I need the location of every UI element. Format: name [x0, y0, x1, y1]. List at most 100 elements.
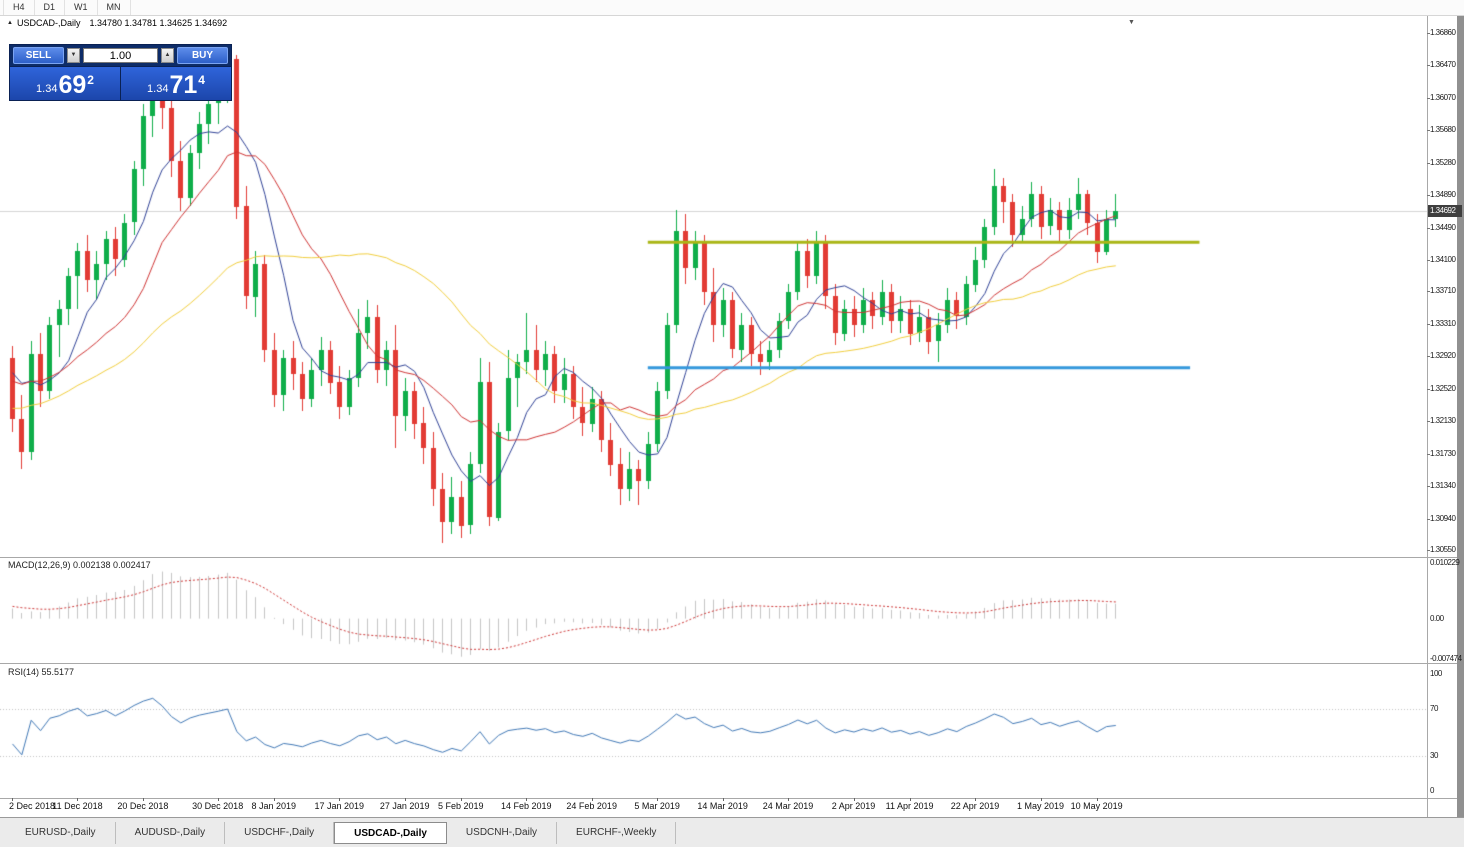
- trade-panel-controls: SELL ▼ 1.00 ▲ BUY: [10, 45, 231, 66]
- window-right-edge: [1457, 16, 1464, 847]
- panel-resize-separator[interactable]: [0, 663, 1457, 664]
- price-axis-label: 1.32520: [1430, 384, 1456, 394]
- panel-collapse-icon[interactable]: ▲: [7, 20, 13, 26]
- time-axis-label: 27 Jan 2019: [379, 801, 430, 811]
- price-axis-tick: [1427, 260, 1430, 261]
- price-axis-tick: [1427, 421, 1430, 422]
- rsi-axis-label: 70: [1430, 704, 1438, 714]
- rsi-axis-label: 100: [1430, 669, 1442, 678]
- price-axis-label: 1.33710: [1430, 286, 1456, 296]
- price-axis-tick: [1427, 65, 1430, 66]
- timeframe-button-mn[interactable]: MN: [98, 0, 131, 15]
- time-axis-label: 2 Dec 2018: [8, 801, 56, 811]
- time-axis-label: 8 Jan 2019: [251, 801, 297, 811]
- macd-axis-label: 0.010229: [1430, 558, 1460, 568]
- chart-header: ▲ USDCAD-,Daily 1.34780 1.34781 1.34625 …: [0, 16, 1420, 30]
- time-axis-tick: [274, 798, 275, 801]
- time-axis-tick: [854, 798, 855, 801]
- price-axis-tick: [1427, 486, 1430, 487]
- time-axis-tick: [461, 798, 462, 801]
- price-axis-label: 1.32920: [1430, 351, 1456, 361]
- sell-price-prefix: 1.34: [36, 83, 58, 95]
- time-axis-label: 24 Mar 2019: [762, 801, 814, 811]
- price-axis-label: 1.36470: [1430, 60, 1456, 70]
- chart-dropdown-icon[interactable]: ▼: [1128, 19, 1135, 26]
- macd-axis-label: 0.00: [1430, 613, 1444, 623]
- time-axis-tick: [339, 798, 340, 801]
- time-axis-tick: [975, 798, 976, 801]
- timeframe-toolbar: H4 D1 W1 MN: [0, 0, 1464, 16]
- time-axis-tick: [1041, 798, 1042, 801]
- chart-tab-usdcad[interactable]: USDCAD-,Daily: [334, 822, 447, 844]
- chart-tab-bar: EURUSD-,Daily AUDUSD-,Daily USDCHF-,Daily U…: [0, 817, 1464, 847]
- chart-ohlc-values: 1.34780 1.34781 1.34625 1.34692: [89, 18, 228, 28]
- price-axis-tick: [1427, 33, 1430, 34]
- time-axis-label: 11 Dec 2018: [52, 801, 103, 811]
- chart-tab-eurusd[interactable]: EURUSD-,Daily: [6, 822, 116, 844]
- time-axis-tick: [405, 798, 406, 801]
- time-axis-label: 30 Dec 2018: [192, 801, 244, 811]
- chart-title: USDCAD-,Daily: [16, 18, 81, 28]
- time-axis-tick: [12, 798, 13, 801]
- time-axis-label: 2 Apr 2019: [831, 801, 876, 811]
- time-axis-label: 14 Feb 2019: [500, 801, 552, 811]
- timeframe-button-w1[interactable]: W1: [65, 0, 98, 15]
- buy-price-big-digits: 71: [169, 71, 198, 100]
- time-axis-separator: [0, 798, 1457, 799]
- trade-panel-prices: 1.34 69 2 1.34 71 4: [10, 66, 231, 100]
- time-axis-label: 14 Mar 2019: [697, 801, 748, 811]
- volume-decrease-button[interactable]: ▼: [67, 48, 80, 63]
- chart-tab-usdchf[interactable]: USDCHF-,Daily: [225, 822, 335, 844]
- price-axis-label: 1.33310: [1430, 319, 1456, 329]
- price-axis-label: 1.30940: [1430, 513, 1456, 523]
- timeframe-button-d1[interactable]: D1: [35, 0, 66, 15]
- price-axis-label: 1.34490: [1430, 222, 1456, 232]
- time-axis-tick: [788, 798, 789, 801]
- timeframe-button-h4[interactable]: H4: [3, 0, 35, 15]
- volume-input[interactable]: 1.00: [83, 48, 158, 63]
- price-axis-separator: [1427, 16, 1428, 817]
- time-axis-tick: [592, 798, 593, 801]
- sell-price-big-digits: 69: [58, 71, 87, 100]
- main-chart-canvas[interactable]: [0, 30, 1427, 557]
- sell-price-pip-digit: 2: [87, 73, 94, 87]
- time-axis-tick: [526, 798, 527, 801]
- rsi-panel-canvas[interactable]: [0, 664, 1427, 798]
- time-axis-tick: [657, 798, 658, 801]
- chart-tab-audusd[interactable]: AUDUSD-,Daily: [116, 822, 226, 844]
- buy-button[interactable]: BUY: [177, 47, 228, 64]
- time-axis-label: 5 Mar 2019: [634, 801, 680, 811]
- time-axis-tick: [910, 798, 911, 801]
- chart-tab-row: EURUSD-,Daily AUDUSD-,Daily USDCHF-,Daily U…: [6, 822, 1464, 844]
- time-axis-label: 24 Feb 2019: [566, 801, 617, 811]
- sell-price-button[interactable]: 1.34 69 2: [10, 67, 121, 100]
- price-axis-label: 1.35280: [1430, 157, 1456, 167]
- price-axis-label: 1.36070: [1430, 93, 1456, 103]
- buy-price-button[interactable]: 1.34 71 4: [121, 67, 231, 100]
- rsi-axis-label: 30: [1430, 750, 1438, 760]
- price-axis-tick: [1427, 130, 1430, 131]
- price-axis-tick: [1427, 291, 1430, 292]
- volume-increase-button[interactable]: ▲: [161, 48, 174, 63]
- sell-button[interactable]: SELL: [13, 47, 64, 64]
- price-axis-tick: [1427, 550, 1430, 551]
- time-axis-tick: [1097, 798, 1098, 801]
- time-axis-tick: [218, 798, 219, 801]
- chart-tab-usdcnh[interactable]: USDCNH-,Daily: [447, 822, 558, 844]
- panel-resize-separator[interactable]: [0, 557, 1457, 558]
- price-axis-label: 1.31730: [1430, 448, 1456, 458]
- price-axis-tick: [1427, 454, 1430, 455]
- macd-panel-canvas[interactable]: [0, 558, 1427, 663]
- price-axis-label: 1.36860: [1430, 28, 1456, 38]
- price-axis-label: 1.34890: [1430, 189, 1456, 199]
- time-axis-label: 1 May 2019: [1016, 801, 1065, 811]
- price-axis-tick: [1427, 228, 1430, 229]
- chart-tab-eurchf[interactable]: EURCHF-,Weekly: [557, 822, 677, 844]
- time-axis-label: 20 Dec 2018: [117, 801, 169, 811]
- price-axis-tick: [1427, 324, 1430, 325]
- price-axis-tick: [1427, 356, 1430, 357]
- rsi-indicator-label: RSI(14) 55.5177: [8, 667, 75, 677]
- buy-price-pip-digit: 4: [198, 73, 205, 87]
- price-axis-tick: [1427, 98, 1430, 99]
